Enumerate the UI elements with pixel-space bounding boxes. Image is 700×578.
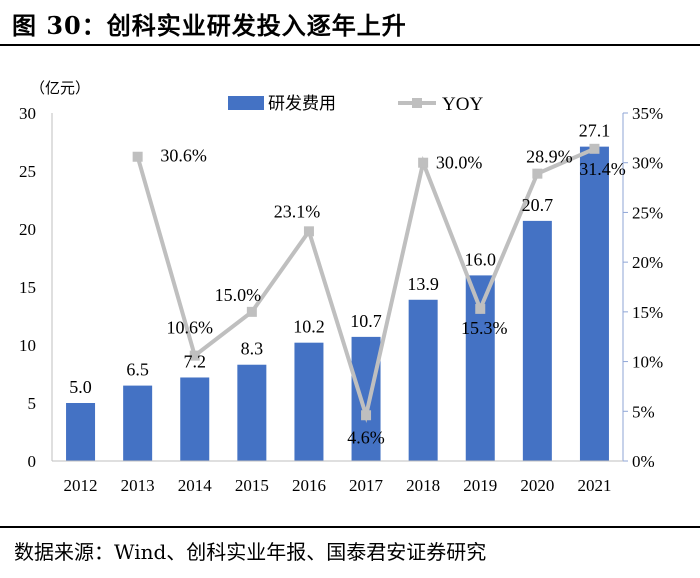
x-tick-label: 2017	[349, 476, 384, 495]
bar-2017	[351, 336, 381, 461]
bar-value-label: 16.0	[465, 249, 497, 269]
right-tick-label: 15%	[632, 303, 663, 322]
yoy-marker-2015	[246, 306, 257, 317]
right-tick-label: 5%	[632, 402, 655, 421]
bar-value-label: 5.0	[69, 377, 92, 397]
bar-2021	[579, 146, 609, 461]
x-tick-label: 2021	[577, 476, 611, 495]
yoy-marker-2014	[189, 350, 200, 361]
legend-line-marker	[412, 98, 422, 108]
footer-divider	[0, 526, 700, 528]
x-tick-label: 2015	[235, 476, 269, 495]
yoy-value-label: 15.0%	[215, 285, 262, 305]
x-tick-label: 2014	[178, 476, 213, 495]
yoy-value-label: 4.6%	[347, 427, 385, 447]
title-divider	[0, 44, 700, 46]
bar-value-label: 27.1	[579, 121, 611, 141]
legend-bar-label: 研发费用	[268, 94, 336, 113]
bar-value-label: 10.2	[293, 317, 325, 337]
bar-2018	[408, 299, 438, 461]
yoy-value-label: 28.9%	[526, 147, 573, 167]
yoy-value-label: 31.4%	[579, 159, 626, 179]
yoy-line-series	[132, 143, 600, 423]
bar-2014	[180, 377, 210, 461]
bar-2015	[237, 364, 267, 461]
bar-value-label: 10.7	[350, 311, 382, 331]
bar-value-label: 6.5	[126, 360, 149, 380]
x-tick-label: 2020	[520, 476, 554, 495]
yoy-marker-2017	[361, 410, 372, 421]
chart-title: 图 30：创科实业研发投入逐年上升	[12, 11, 407, 40]
right-tick-label: 0%	[632, 452, 655, 471]
yoy-value-label: 10.6%	[167, 318, 214, 338]
x-tick-label: 2013	[121, 476, 155, 495]
left-tick-label: 25	[19, 162, 36, 181]
left-tick-label: 15	[19, 278, 36, 297]
right-tick-label: 10%	[632, 353, 663, 372]
x-tick-label: 2019	[463, 476, 497, 495]
yoy-marker-2016	[303, 226, 314, 237]
bar-value-label: 13.9	[407, 274, 439, 294]
bar-2019	[465, 275, 495, 461]
bar-2016	[294, 342, 324, 461]
x-tick-label: 2018	[406, 476, 440, 495]
right-tick-label: 25%	[632, 203, 663, 222]
x-tick-label: 2016	[292, 476, 326, 495]
axes: 0 5 10 15 20 25 30 （亿元） 0% 5% 10% 15% 20% 25% 30% 35% 20…	[19, 80, 663, 495]
yoy-value-label: 30.0%	[436, 153, 483, 173]
yoy-marker-2013	[132, 151, 143, 162]
yoy-marker-2018	[418, 157, 429, 168]
left-tick-label: 0	[28, 452, 37, 471]
left-tick-label: 10	[19, 336, 36, 355]
bar-value-label: 8.3	[241, 339, 264, 359]
yoy-marker-2020	[532, 168, 543, 179]
left-tick-label: 5	[28, 394, 37, 413]
yoy-value-label: 23.1%	[274, 201, 321, 221]
left-axis-unit: （亿元）	[30, 80, 90, 97]
source-note: 数据来源：Wind、创科实业年报、国泰君安证券研究	[14, 540, 487, 564]
right-tick-label: 35%	[632, 104, 663, 123]
bar-2013	[123, 385, 153, 461]
bar-value-label: 7.2	[184, 351, 207, 371]
data-labels: 5.0 6.5 7.2 8.3 10.2 10.7 13.9 16.0 20.7 27.1 30.6…	[69, 121, 625, 448]
bar-2012	[66, 403, 96, 461]
bar-value-label: 20.7	[522, 195, 554, 215]
chart-canvas: 0 5 10 15 20 25 30 （亿元） 0% 5% 10% 15% 20% 25% 30% 35% 20…	[19, 80, 663, 495]
left-tick-label: 20	[19, 220, 36, 239]
x-tick-label: 2012	[64, 476, 98, 495]
right-tick-label: 20%	[632, 253, 663, 272]
yoy-value-label: 30.6%	[160, 146, 207, 166]
bar-series	[66, 146, 609, 461]
right-tick-label: 30%	[632, 154, 663, 173]
yoy-marker-2019	[475, 303, 486, 314]
left-tick-label: 30	[19, 104, 36, 123]
yoy-marker-2021	[589, 143, 600, 154]
legend: 研发费用 YOY	[228, 94, 483, 115]
legend-line-label: YOY	[442, 94, 483, 115]
legend-bar-swatch	[228, 96, 264, 110]
bar-2020	[522, 220, 552, 461]
yoy-value-label: 15.3%	[461, 318, 508, 338]
